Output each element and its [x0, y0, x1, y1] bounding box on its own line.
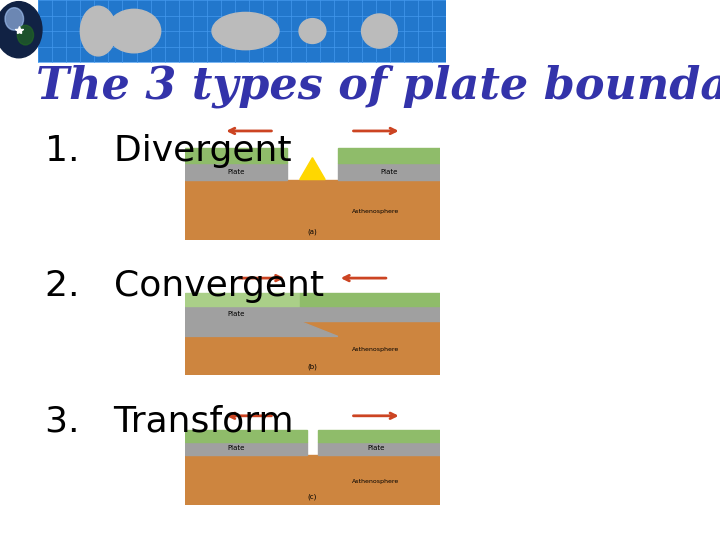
Ellipse shape [361, 14, 397, 48]
Circle shape [5, 8, 24, 30]
Ellipse shape [81, 6, 116, 56]
Text: 3.   Transform: 3. Transform [45, 404, 293, 438]
Text: The 3 types of plate boundaries: The 3 types of plate boundaries [36, 65, 720, 108]
Ellipse shape [107, 9, 161, 53]
Text: 2.   Convergent: 2. Convergent [45, 269, 324, 303]
Ellipse shape [299, 18, 326, 44]
Circle shape [0, 2, 42, 58]
Text: 1.   Divergent: 1. Divergent [45, 134, 292, 168]
Ellipse shape [212, 12, 279, 50]
Circle shape [17, 25, 34, 45]
FancyBboxPatch shape [38, 0, 446, 62]
